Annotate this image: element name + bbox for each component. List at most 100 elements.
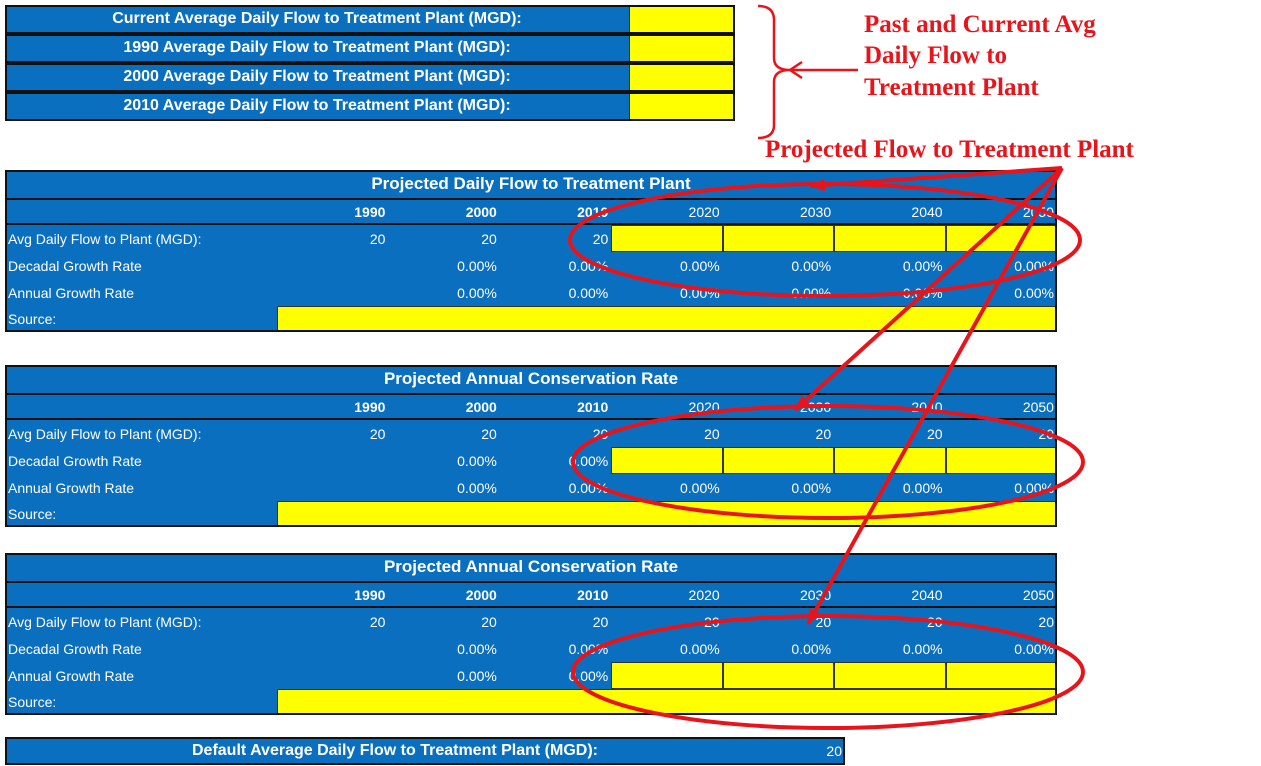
year-header: 2040 [834,198,946,225]
value-cell: 20 [499,225,612,252]
value-cell: 20 [277,225,389,252]
cell-border [5,170,1057,332]
value-cell: 0.00% [834,635,946,662]
year-header: 2040 [834,581,946,608]
year-header: 1990 [277,393,389,420]
input-cell [834,225,946,252]
year-header: 2010 [499,393,612,420]
value-cell: 0.00% [722,252,835,279]
cell-border [5,63,735,92]
input-cell [722,225,835,252]
input-cell [722,662,835,689]
field-label: Default Average Daily Flow to Treatment … [5,738,785,764]
header-cell [5,393,277,420]
input-cell [611,662,723,689]
year-header: 2020 [611,393,723,420]
year-header: 2010 [499,581,612,608]
value-cell: 0.00% [499,279,612,306]
value-cell [277,474,389,501]
table-title: Projected Annual Conservation Rate [5,553,1057,581]
cell-border [5,365,1057,527]
cell-border [5,5,735,34]
year-header: 2000 [388,393,500,420]
highlight-ellipse [571,614,1085,730]
value-cell: 0.00% [834,252,946,279]
annotation-text: Daily Flow to [864,42,1007,69]
year-header: 2000 [388,198,500,225]
arrow-head [808,608,821,624]
highlight-ellipse [568,182,1082,298]
value-cell: 20 [388,225,500,252]
row-label: Decadal Growth Rate [5,635,277,662]
year-header: 2050 [945,581,1057,608]
input-cell [945,662,1057,689]
cell-border [5,34,735,63]
year-header: 2000 [388,581,500,608]
value-cell: 0.00% [611,635,723,662]
row-label: Decadal Growth Rate [5,252,277,279]
field-value: 20 [785,738,845,764]
annotation-text: Past and Current Avg [864,11,1096,38]
value-cell: 20 [277,608,389,635]
arrow-head [795,395,811,410]
year-header: 1990 [277,581,389,608]
arrow [809,166,1063,188]
value-cell: 20 [388,420,500,447]
cell-border [5,92,735,121]
source-label: Source: [5,501,277,527]
input-cell [945,225,1057,252]
value-cell: 0.00% [388,252,500,279]
row-label: Annual Growth Rate [5,474,277,501]
year-header: 1990 [277,198,389,225]
value-cell: 0.00% [722,635,835,662]
row-label: Avg Daily Flow to Plant (MGD): [5,608,277,635]
year-header: 2010 [499,198,612,225]
source-label: Source: [5,306,277,332]
value-cell: 0.00% [499,447,612,474]
year-header: 2030 [722,198,835,225]
header-cell [5,198,277,225]
row-label: Decadal Growth Rate [5,447,277,474]
bracket [757,4,791,140]
value-cell: 0.00% [722,474,835,501]
arrow [806,167,1064,625]
field-label: Current Average Daily Flow to Treatment … [5,5,629,33]
field-label: 1990 Average Daily Flow to Treatment Pla… [5,34,629,62]
header-cell [5,581,277,608]
row-label: Annual Growth Rate [5,279,277,306]
arrow-head [810,178,826,192]
year-header: 2050 [945,393,1057,420]
field-label: 2010 Average Daily Flow to Treatment Pla… [5,92,629,120]
value-cell: 0.00% [499,252,612,279]
arrow [793,166,1064,412]
value-cell: 20 [945,420,1057,447]
value-cell [277,447,389,474]
table-title: Projected Annual Conservation Rate [5,365,1057,393]
annotation-text: Treatment Plant [864,74,1039,101]
value-cell [277,635,389,662]
cell-border [5,553,1057,715]
value-cell: 0.00% [388,662,500,689]
value-cell: 0.00% [388,474,500,501]
value-cell: 0.00% [499,474,612,501]
value-cell: 20 [722,420,835,447]
value-cell: 0.00% [945,474,1057,501]
value-cell: 20 [277,420,389,447]
input-cell [722,447,835,474]
source-label: Source: [5,689,277,715]
value-cell: 0.00% [499,635,612,662]
value-cell: 0.00% [945,279,1057,306]
highlight-ellipse [571,404,1085,520]
value-cell [277,662,389,689]
cell-border [5,737,845,765]
value-cell: 20 [834,420,946,447]
input-cell [834,662,946,689]
value-cell: 20 [611,420,723,447]
input-cell [611,447,723,474]
field-label: 2000 Average Daily Flow to Treatment Pla… [5,63,629,91]
year-header: 2020 [611,581,723,608]
annotation-text: Projected Flow to Treatment Plant [765,136,1135,163]
value-cell [277,279,389,306]
